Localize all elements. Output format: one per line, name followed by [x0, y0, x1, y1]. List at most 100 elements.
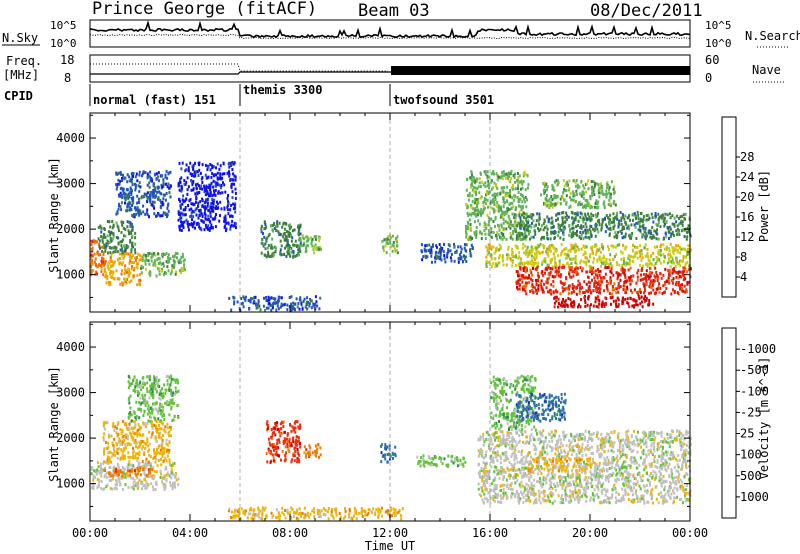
data-cell	[639, 252, 642, 256]
data-cell	[177, 209, 180, 213]
data-cell	[122, 475, 125, 479]
data-cell	[91, 260, 93, 264]
data-cell	[494, 264, 497, 268]
data-cell	[463, 243, 466, 246]
data-cell	[593, 284, 596, 288]
data-cell	[209, 227, 211, 230]
data-cell	[262, 304, 265, 308]
data-cell	[214, 184, 217, 188]
data-cell	[146, 387, 149, 391]
data-cell	[214, 180, 217, 184]
scatter-region	[485, 242, 692, 269]
data-cell	[625, 245, 628, 249]
data-cell	[541, 250, 544, 254]
data-cell	[549, 289, 552, 292]
data-cell	[554, 202, 557, 206]
data-cell	[128, 460, 131, 464]
data-cell	[582, 220, 585, 224]
data-cell	[596, 202, 599, 206]
data-cell	[425, 243, 428, 247]
data-cell	[458, 253, 461, 257]
data-cell	[505, 176, 508, 180]
data-cell	[137, 210, 140, 214]
data-cell	[112, 270, 115, 274]
data-cell	[621, 271, 624, 274]
data-cell	[654, 212, 657, 215]
data-cell	[639, 228, 642, 232]
data-cell	[662, 243, 665, 247]
data-cell	[486, 223, 489, 227]
data-cell	[128, 179, 131, 183]
data-cell	[112, 477, 115, 481]
data-cell	[633, 223, 636, 227]
data-cell	[169, 434, 172, 438]
data-cell	[585, 190, 588, 194]
data-cell	[290, 239, 293, 243]
data-cell	[549, 237, 552, 241]
data-cell	[662, 237, 665, 241]
data-cell	[96, 265, 99, 269]
data-cell	[143, 471, 146, 475]
data-cell	[580, 237, 582, 241]
data-cell	[487, 205, 489, 209]
data-cell	[508, 194, 511, 198]
data-cell	[603, 304, 606, 308]
data-cell	[502, 189, 505, 193]
data-cell	[596, 258, 599, 262]
data-cell	[645, 275, 647, 279]
data-cell	[564, 299, 567, 303]
data-cell	[666, 213, 669, 217]
data-cell	[263, 235, 266, 239]
data-cell	[145, 211, 148, 215]
data-cell	[263, 220, 266, 224]
data-cell	[127, 204, 130, 208]
data-cell	[273, 245, 276, 249]
data-cell	[107, 460, 110, 464]
data-cell	[102, 235, 105, 239]
data-cell	[140, 388, 143, 392]
data-cell	[270, 243, 273, 247]
data-cell	[292, 229, 294, 233]
data-cell	[570, 243, 573, 247]
data-cell	[620, 257, 623, 261]
data-cell	[650, 280, 653, 284]
data-cell	[621, 236, 624, 240]
data-cell	[471, 236, 474, 240]
data-cell	[198, 184, 200, 188]
data-cell	[677, 292, 680, 296]
data-cell	[165, 375, 168, 379]
data-cell	[675, 214, 678, 218]
data-cell	[523, 232, 526, 236]
data-cell	[301, 307, 304, 311]
data-cell	[188, 208, 191, 212]
data-cell	[616, 271, 619, 275]
data-cell	[559, 303, 562, 307]
data-cell	[662, 216, 665, 220]
data-cell	[688, 267, 691, 271]
data-cell	[170, 468, 173, 472]
data-cell	[106, 239, 109, 243]
data-cell	[158, 408, 161, 412]
data-cell	[676, 233, 679, 237]
data-cell	[668, 260, 671, 264]
data-cell	[123, 194, 126, 198]
data-cell	[500, 223, 503, 227]
data-cell	[206, 226, 209, 230]
data-cell	[480, 180, 483, 184]
data-cell	[206, 227, 209, 231]
data-cell	[526, 260, 529, 264]
data-cell	[535, 282, 538, 286]
data-cell	[626, 226, 629, 230]
data-cell	[591, 194, 594, 198]
data-cell	[167, 182, 170, 186]
data-cell	[600, 185, 603, 189]
data-cell	[306, 296, 309, 300]
data-cell	[629, 259, 632, 263]
data-cell	[98, 471, 101, 475]
data-cell	[574, 244, 577, 248]
data-cell	[144, 382, 147, 386]
data-cell	[553, 237, 556, 240]
data-cell	[511, 261, 514, 265]
data-cell	[172, 258, 175, 262]
data-cell	[169, 484, 172, 488]
